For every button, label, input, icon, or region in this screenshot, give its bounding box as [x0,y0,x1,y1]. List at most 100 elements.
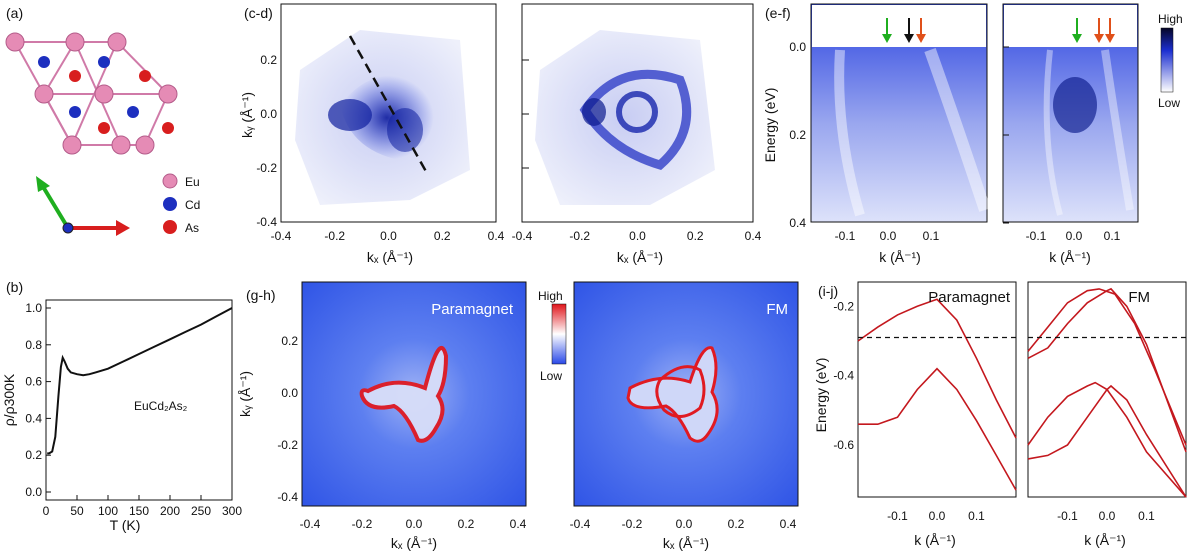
panel-ij-ticks: -0.1 0.0 0.1 -0.2 -0.4 -0.6 -0.1 0.0 0.1 [833,299,1155,523]
resistivity-curve [47,307,233,455]
cut-line [348,35,430,176]
c-xtick-label: 0.4 [488,229,505,243]
h-xtick-label: 0.4 [780,517,797,531]
c-xtick-label: 0.2 [434,229,451,243]
pm-band-0 [857,298,1017,439]
panel-b-label: (b) [6,279,23,295]
spectrum-f-xlabel: k (Å⁻¹) [1049,249,1091,265]
b-xtick-label: 200 [160,504,180,518]
b-ytick-label: 1.0 [25,301,42,315]
bands-i-frame [857,281,1017,498]
colorbar-ef-low: Low [1158,96,1180,110]
i-xtick-label: -0.1 [887,509,908,523]
legend-eu-marker [162,173,178,189]
d-xtick-label: 0.2 [687,229,704,243]
bands-j-title: FM [1128,289,1150,306]
g-xtick-label: 0.0 [406,517,423,531]
b-ytick-label: 0.0 [25,485,42,499]
g-ytick-label: -0.4 [277,490,298,504]
bands-j-xlabel: k (Å⁻¹) [1084,532,1126,548]
legend-cd-marker [163,197,177,211]
i-ytick-label: -0.6 [833,438,854,452]
colorbar-gh [551,303,567,365]
d-xtick-label: 0.4 [745,229,762,243]
c-ytick-label: 0.2 [260,53,277,67]
pm-band-1 [858,367,1017,491]
panel-b-xlabel: T (K) [110,517,141,533]
panel-gh-ticks: -0.4 -0.4-0.2 -0.20.0 0.00.2 0.20.4 0.40.20.0… [277,334,796,531]
panel-gh-label: (g-h) [246,287,276,303]
j-xtick-label: -0.1 [1057,509,1078,523]
fs-ylabel: kᵧ (Å⁻¹) [237,371,253,417]
spectrum-ylabel: Energy (eV) [762,88,778,163]
f-xtick-label: -0.1 [1026,229,1047,243]
b-xtick-label: 300 [222,504,242,518]
panel-a: (a) [5,5,200,236]
fermi-arrows [882,18,1115,43]
j-xtick-label: 0.1 [1138,509,1155,523]
cd-atoms [38,56,139,118]
colorbar-ef-high: High [1158,12,1183,26]
c-xtick-label: -0.4 [271,229,292,243]
h-xtick-label: -0.4 [570,517,591,531]
d-xtick-label: 0.0 [629,229,646,243]
e-xtick-label: 0.1 [923,229,940,243]
h-xtick-label: 0.0 [676,517,693,531]
b-ytick-label: 0.4 [25,411,42,425]
axis-arrows [36,176,130,236]
atom-legend: Eu Cd As [162,173,200,235]
fs-paramagnet-xlabel: kₓ (Å⁻¹) [391,535,437,551]
c-ytick-label: -0.2 [256,161,277,175]
fm-band-0 [1027,288,1187,446]
spectrum-f-above-ef [1004,5,1137,47]
legend-as-marker [163,220,177,234]
spectrum-e-above-ef [812,5,986,47]
b-xtick-label: 0 [43,504,50,518]
panel-b-ticks: 0 50 100 150 200 250 300 0.0 0.2 0.4 0.6 0.8 1.0 [25,301,242,518]
c-xtick-label: -0.2 [324,229,345,243]
e-ytick-label: 0.2 [789,128,806,142]
panel-ef-ticks: 0.0 0.2 0.4 -0.1 -0.1 0.0 0.0 0.1 0.1 [789,40,1120,243]
map-c-xlabel: kₓ (Å⁻¹) [367,249,413,265]
bands-i-xlabel: k (Å⁻¹) [914,532,956,548]
e-ytick-label: 0.4 [789,216,806,230]
fs-fm-outer-contour [626,346,719,443]
j-xtick-label: 0.0 [1099,509,1116,523]
i-ytick-label: -0.4 [833,369,854,383]
eu-atoms [5,32,178,155]
b-ytick-label: 0.8 [25,338,42,352]
fm-band-1 [1027,287,1187,453]
panel-b: (b) 0 50 100 150 200 250 300 0.0 0.2 0.4 0.6 0.8 1.0… [1,279,242,533]
legend-eu-label: Eu [185,175,200,189]
panel-cd-ticks: -0.4 -0.2 0.0 0.2 0.4 -0.4 -0.2 0.0 0.2 0.4 0.2 0.0… [256,53,761,243]
panel-gh: (g-h) Paramagnet FM High Low -0.4 -0.4-0.… [237,281,799,551]
as-atoms [69,70,174,134]
panel-ef-label: (e-f) [765,5,791,21]
fs-fm-inner-contour [655,365,706,418]
d-xtick-label: -0.4 [512,229,533,243]
b-xtick-label: 150 [129,504,149,518]
bands-i-title: Paramagnet [928,289,1011,306]
g-xtick-label: -0.4 [300,517,321,531]
compound-label: EuCd₂As₂ [134,399,188,413]
g-xtick-label: -0.2 [352,517,373,531]
map-c [295,30,470,205]
i-ytick-label: -0.2 [833,299,854,313]
e-xtick-label: -0.1 [835,229,856,243]
spectrum-e-xlabel: k (Å⁻¹) [879,249,921,265]
b-xtick-label: 250 [191,504,211,518]
legend-cd-label: Cd [185,198,200,212]
f-xtick-label: 0.0 [1066,229,1083,243]
f-xtick-label: 0.1 [1104,229,1121,243]
e-xtick-label: 0.0 [880,229,897,243]
bands-ylabel: Energy (eV) [813,358,829,433]
map-d-xlabel: kₓ (Å⁻¹) [617,249,663,265]
c-xtick-label: 0.0 [380,229,397,243]
panel-ef: (e-f) High Low 0.00.20.4-0.1 -0.10.0 0.00.… [762,3,1183,265]
c-ytick-label: 0.0 [260,107,277,121]
i-xtick-label: 0.1 [968,509,985,523]
c-ytick-label: -0.4 [256,215,277,229]
panel-cd: (c-d) -0.4 -0.2 0.0 0.2 0.4 -0.4 -0.2 0.0 0.2 0.4… [239,3,762,265]
fm-band-2 [1027,381,1187,498]
colorbar-gh-low: Low [540,369,562,383]
